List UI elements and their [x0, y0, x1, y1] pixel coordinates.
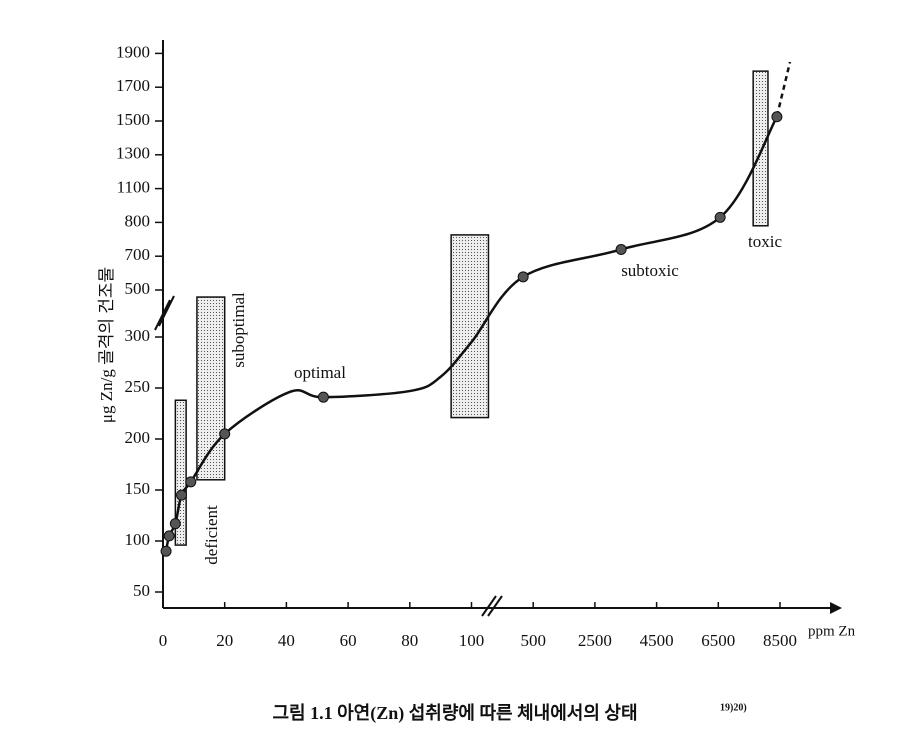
extension	[775, 61, 792, 117]
x-tick-label: 2500	[578, 631, 612, 650]
y-tick-label: 1100	[117, 178, 150, 197]
point	[176, 489, 188, 501]
region	[174, 399, 187, 546]
region-label: toxic	[748, 232, 782, 251]
x-tick-label: 6500	[701, 631, 735, 650]
x-axis-label: ppm Zn	[808, 623, 856, 639]
region	[752, 70, 769, 227]
region-label: optimal	[294, 363, 346, 382]
y-tick-label: 50	[133, 581, 150, 600]
y-tick-label: 800	[125, 211, 151, 230]
point	[185, 476, 197, 488]
y-tick-label: 1700	[116, 76, 150, 95]
x-tick-label: 8500	[763, 631, 797, 650]
x-tick-label: 0	[159, 631, 168, 650]
axis-break	[158, 295, 175, 327]
x-tick-label: 20	[216, 631, 233, 650]
x-tick-label: 4500	[640, 631, 674, 650]
axis-break	[154, 299, 171, 331]
axis-break	[481, 595, 497, 617]
x-tick-label: 500	[520, 631, 546, 650]
y-tick-label: 150	[125, 479, 151, 498]
y-tick-label: 1500	[116, 110, 150, 129]
point	[615, 243, 627, 255]
caption: 그림 1.1 아연(Zn) 섭취량에 따른 체내에서의 상태	[272, 703, 637, 724]
point	[169, 518, 181, 530]
region	[196, 296, 226, 481]
caption-ref: 19)20)	[720, 702, 747, 713]
y-tick-label: 300	[125, 326, 151, 345]
y-tick-label: 700	[125, 245, 151, 264]
point	[163, 530, 175, 542]
region-label: subtoxic	[621, 261, 679, 280]
point	[714, 211, 726, 223]
y-tick-label: 1900	[116, 42, 150, 61]
axis-break	[487, 595, 503, 617]
region-label: deficient	[202, 505, 221, 565]
point	[517, 271, 529, 283]
region-label: suboptimal	[229, 292, 248, 368]
x-tick-label: 80	[401, 631, 418, 650]
y-axis-label: μg Zn/g 골격의 건조물	[97, 267, 116, 423]
y-tick-label: 100	[125, 530, 151, 549]
point	[160, 545, 172, 557]
point	[219, 428, 231, 440]
y-tick-label: 250	[125, 377, 151, 396]
x-tick-label: 100	[459, 631, 485, 650]
y-tick-label: 200	[125, 428, 151, 447]
x-tick-label: 40	[278, 631, 295, 650]
point	[771, 111, 783, 123]
y-tick-label: 1300	[116, 144, 150, 163]
y-tick-label: 500	[125, 279, 151, 298]
point	[317, 391, 329, 403]
x-arrow	[830, 602, 842, 614]
x-tick-label: 60	[340, 631, 357, 650]
